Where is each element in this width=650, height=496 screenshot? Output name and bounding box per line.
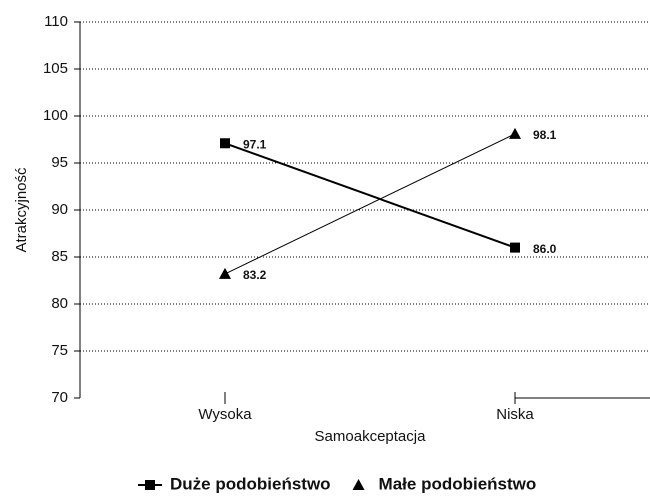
series-line [224,142,516,249]
marker [220,138,230,149]
y-tick-label: 110 [44,13,68,30]
y-tick-label: 105 [43,60,68,77]
legend-marker [145,480,155,490]
y-tick-label: 90 [51,201,68,218]
y-tick-label: 70 [51,389,68,406]
y-tick-label: 75 [51,342,68,359]
legend-marker [352,479,365,490]
legend-label: Małe podobieństwo [379,474,537,493]
y-tick-label: 95 [51,154,68,171]
y-tick-label: 85 [51,248,68,265]
data-label: 86.0 [533,242,557,256]
data-label: 83.2 [243,268,267,282]
data-label: 97.1 [243,137,267,151]
series-line [224,133,516,275]
y-tick-label: 100 [43,107,68,124]
x-tick-label: Wysoka [198,406,252,423]
data-label: 98.1 [533,128,557,142]
legend-label: Duże podobieństwo [170,474,331,493]
y-axis-label: Atrakcyjność [13,167,30,253]
marker [219,267,231,279]
y-tick-label: 80 [51,295,68,312]
x-axis-label: Samoakceptacja [315,428,427,445]
marker [509,127,521,139]
x-tick-label: Niska [496,406,534,423]
marker [510,242,520,253]
